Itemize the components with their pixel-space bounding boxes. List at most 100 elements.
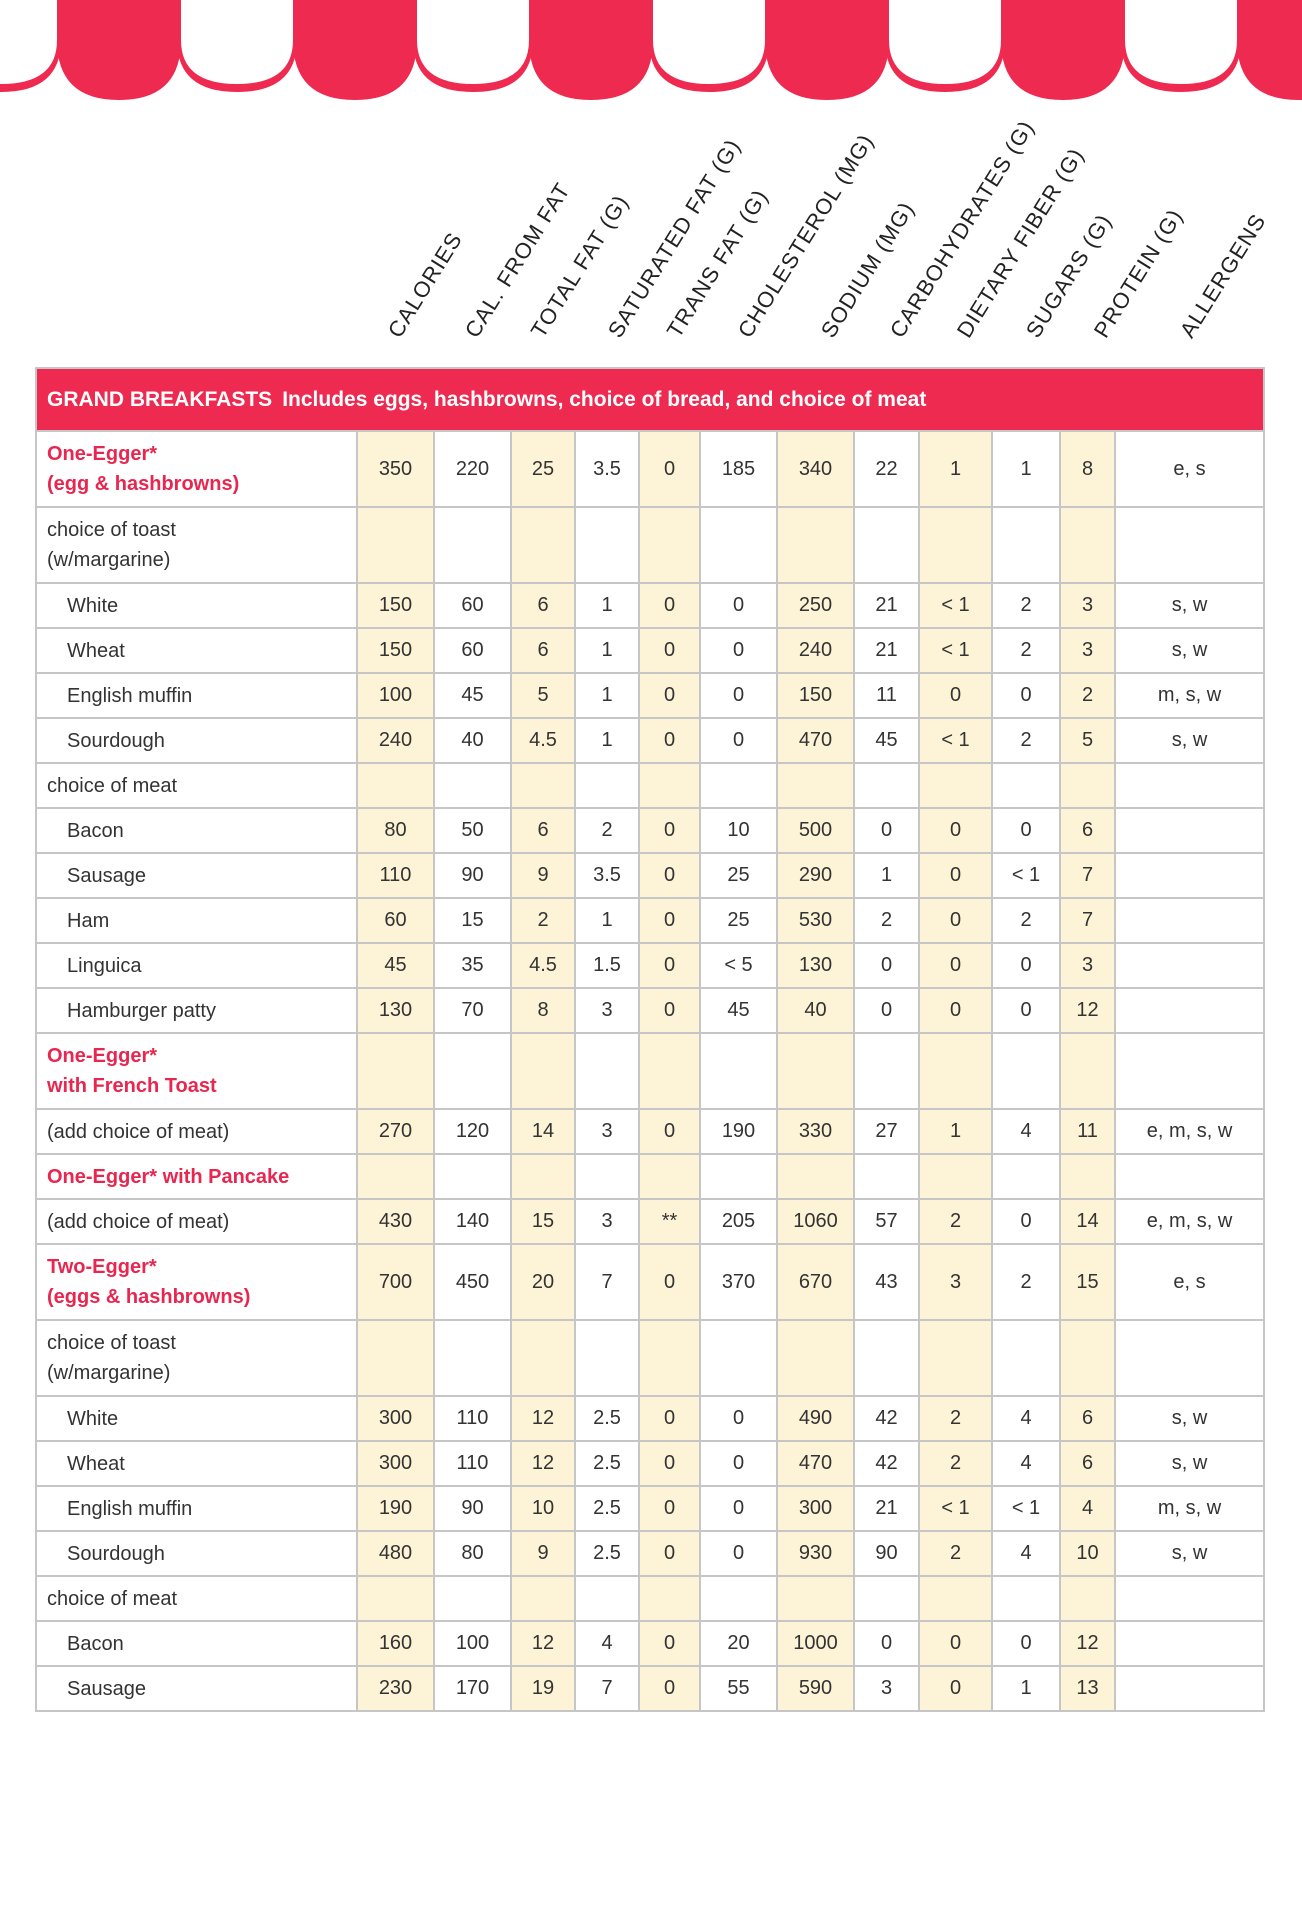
column-header: DIETARY FIBER (G) (951, 143, 1089, 342)
cell-total-fat-g: 25 (510, 430, 576, 508)
cell-total-fat-g: 14 (510, 1108, 576, 1155)
table-row: Wheat 150 60 6 1 0 0 240 21 < 1 2 3 s, w (35, 627, 1266, 674)
cell-sodium-mg: 340 (776, 430, 855, 508)
table-row: White 150 60 6 1 0 0 250 21 < 1 2 3 s, w (35, 582, 1266, 629)
cell-allergens: s, w (1113, 1395, 1266, 1442)
cell-total-fat-g (510, 1319, 576, 1397)
row-label: Sausage (35, 1665, 358, 1712)
cell-carbohydrates-g (853, 1319, 920, 1397)
cell-cal-from-fat: 110 (433, 1440, 512, 1487)
cell-carbohydrates-g: 3 (853, 1665, 920, 1712)
cell-trans-fat-g (638, 1319, 701, 1397)
cell-cal-from-fat: 100 (433, 1620, 512, 1667)
awning-stripe (1237, 0, 1302, 100)
cell-saturated-fat-g: 1 (574, 672, 640, 719)
cell-sugars-g: 0 (991, 672, 1061, 719)
cell-cal-from-fat: 170 (433, 1665, 512, 1712)
cell-cal-from-fat: 45 (433, 672, 512, 719)
cell-allergens: s, w (1113, 717, 1266, 764)
cell-protein-g: 12 (1059, 1620, 1116, 1667)
menu-item-name: One-Egger* with French Toast (35, 1032, 358, 1110)
cell-total-fat-g: 12 (510, 1620, 576, 1667)
table-row: One-Egger* with Pancake (35, 1153, 1266, 1200)
row-label: Bacon (35, 807, 358, 854)
cell-total-fat-g (510, 762, 576, 809)
table-row: Sausage 230 170 19 7 0 55 590 3 0 1 13 (35, 1665, 1266, 1712)
cell-cholesterol-mg: 0 (699, 1440, 778, 1487)
cell-saturated-fat-g: 3 (574, 987, 640, 1034)
cell-protein-g: 3 (1059, 582, 1116, 629)
cell-sodium-mg: 500 (776, 807, 855, 854)
cell-carbohydrates-g: 90 (853, 1530, 920, 1577)
cell-cal-from-fat (433, 1319, 512, 1397)
cell-sugars-g (991, 1575, 1061, 1622)
cell-allergens (1113, 762, 1266, 809)
cell-sodium-mg (776, 1153, 855, 1200)
cell-cholesterol-mg (699, 1575, 778, 1622)
cell-allergens: s, w (1113, 1440, 1266, 1487)
cell-calories: 300 (356, 1440, 435, 1487)
cell-total-fat-g: 8 (510, 987, 576, 1034)
cell-saturated-fat-g: 1 (574, 582, 640, 629)
cell-cal-from-fat: 90 (433, 852, 512, 899)
cell-allergens (1113, 1319, 1266, 1397)
row-label: Hamburger patty (35, 987, 358, 1034)
table-row: (add choice of meat) 430 140 15 3 ** 205 1060 57… (35, 1198, 1266, 1245)
awning-stripe (181, 0, 293, 84)
cell-calories: 240 (356, 717, 435, 764)
cell-trans-fat-g: 0 (638, 1665, 701, 1712)
cell-calories (356, 762, 435, 809)
cell-saturated-fat-g: 1 (574, 897, 640, 944)
cell-cholesterol-mg: 0 (699, 1485, 778, 1532)
cell-carbohydrates-g: 42 (853, 1395, 920, 1442)
cell-total-fat-g: 6 (510, 807, 576, 854)
cell-trans-fat-g (638, 1153, 701, 1200)
cell-total-fat-g (510, 1575, 576, 1622)
cell-cal-from-fat: 15 (433, 897, 512, 944)
cell-sugars-g: 1 (991, 1665, 1061, 1712)
cell-carbohydrates-g (853, 1032, 920, 1110)
cell-sodium-mg: 590 (776, 1665, 855, 1712)
cell-cal-from-fat: 35 (433, 942, 512, 989)
cell-protein-g: 13 (1059, 1665, 1116, 1712)
cell-cholesterol-mg: 10 (699, 807, 778, 854)
cell-calories: 150 (356, 627, 435, 674)
cell-sugars-g (991, 762, 1061, 809)
cell-total-fat-g: 12 (510, 1440, 576, 1487)
cell-trans-fat-g: 0 (638, 1243, 701, 1321)
awning-decoration (0, 0, 1302, 100)
cell-trans-fat-g: 0 (638, 987, 701, 1034)
cell-protein-g: 15 (1059, 1243, 1116, 1321)
cell-cal-from-fat: 90 (433, 1485, 512, 1532)
cell-allergens: e, s (1113, 1243, 1266, 1321)
cell-allergens (1113, 1620, 1266, 1667)
cell-cholesterol-mg: < 5 (699, 942, 778, 989)
table-row: choice of meat (35, 1575, 1266, 1622)
table-row: choice of toast (w/margarine) (35, 1319, 1266, 1397)
cell-allergens (1113, 1665, 1266, 1712)
cell-carbohydrates-g: 1 (853, 852, 920, 899)
cell-protein-g (1059, 1319, 1116, 1397)
cell-cholesterol-mg: 0 (699, 1395, 778, 1442)
cell-total-fat-g: 2 (510, 897, 576, 944)
cell-protein-g: 6 (1059, 1395, 1116, 1442)
cell-sugars-g: 1 (991, 430, 1061, 508)
cell-carbohydrates-g: 21 (853, 1485, 920, 1532)
cell-carbohydrates-g: 43 (853, 1243, 920, 1321)
row-label: White (35, 1395, 358, 1442)
cell-cal-from-fat (433, 762, 512, 809)
cell-total-fat-g: 9 (510, 852, 576, 899)
cell-carbohydrates-g: 42 (853, 1440, 920, 1487)
cell-dietary-fiber-g: 0 (918, 1665, 993, 1712)
cell-carbohydrates-g: 0 (853, 942, 920, 989)
cell-carbohydrates-g: 22 (853, 430, 920, 508)
table-row: One-Egger* (egg & hashbrowns) 350 220 25 3.5… (35, 430, 1266, 508)
cell-total-fat-g: 4.5 (510, 717, 576, 764)
row-label: Linguica (35, 942, 358, 989)
cell-sugars-g: 4 (991, 1530, 1061, 1577)
row-label: Bacon (35, 1620, 358, 1667)
cell-trans-fat-g (638, 1575, 701, 1622)
cell-carbohydrates-g: 0 (853, 807, 920, 854)
cell-sodium-mg (776, 506, 855, 584)
